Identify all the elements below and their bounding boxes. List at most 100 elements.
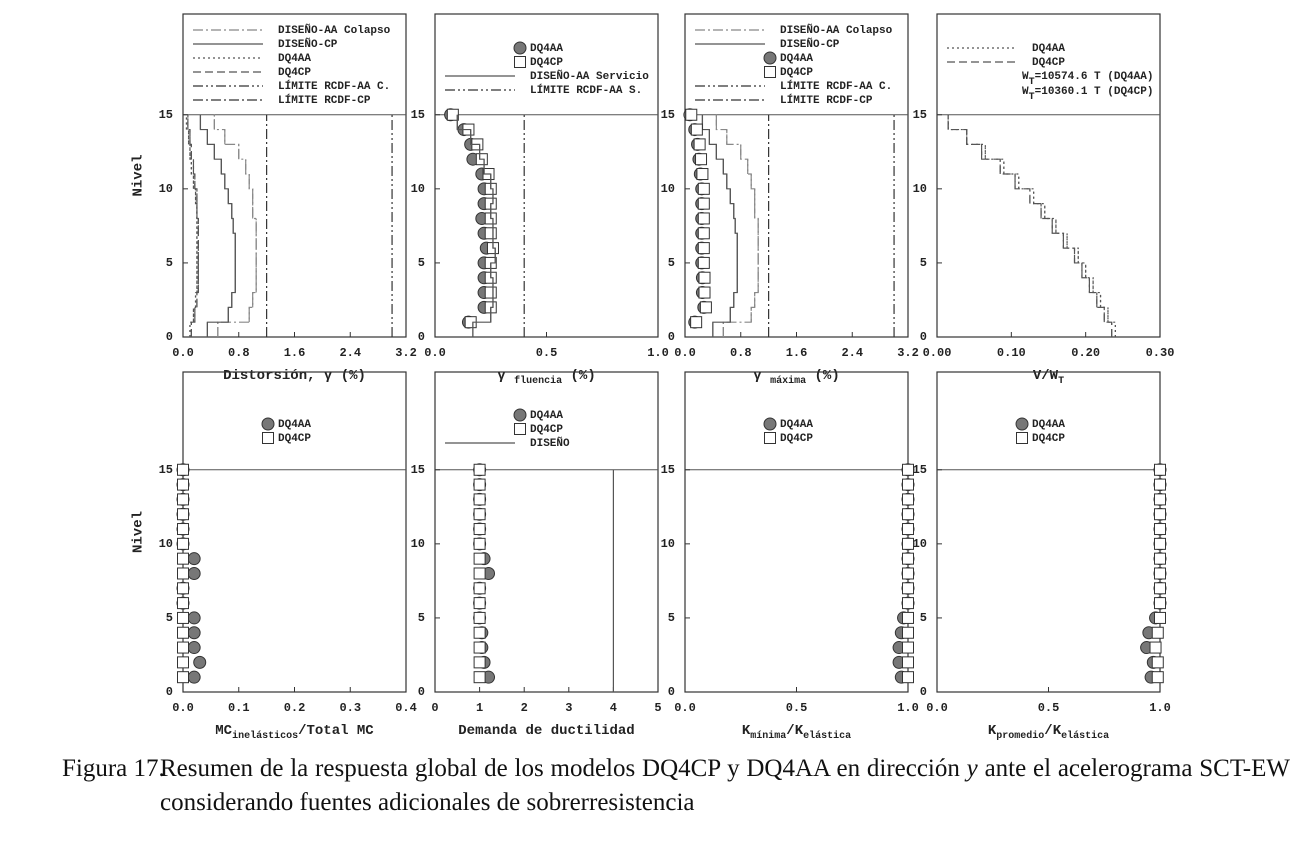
step-connector — [456, 114, 496, 337]
marker-circle — [513, 408, 527, 422]
x-tick-label: 3.2 — [395, 346, 417, 360]
marker-square — [1149, 641, 1162, 654]
y-tick-label: 5 — [166, 256, 173, 270]
marker-square — [177, 537, 189, 550]
marker-square — [1154, 508, 1166, 521]
marker-circle — [193, 655, 207, 669]
y-tick-label: 15 — [411, 463, 425, 477]
marker-square — [698, 271, 711, 284]
x-tick-label: 0.0 — [172, 701, 194, 715]
annotation: WT=10574.6 T (DQ4AA) — [1022, 71, 1153, 88]
step-connector — [185, 114, 198, 337]
annotation-part: =10360.1 T (DQ4CP) — [1035, 86, 1154, 98]
marker-square — [902, 537, 914, 550]
marker-square — [177, 552, 189, 565]
marker-square — [177, 671, 189, 684]
x-axis-label-part: /K — [786, 723, 803, 739]
legend-label: DISEÑO-AA Colapso — [780, 24, 893, 37]
legend-label: LÍMITE RCDF-AA C. — [780, 79, 892, 93]
marker-square — [473, 597, 486, 610]
x-tick-label: 0.2 — [284, 701, 306, 715]
y-tick-label: 15 — [661, 108, 675, 122]
legend-label: DISEÑO-CP — [780, 38, 840, 51]
x-tick-label: 0.0 — [424, 346, 446, 360]
marker-square — [690, 123, 703, 136]
y-tick-label: 10 — [661, 182, 675, 196]
marker-square — [473, 611, 486, 624]
y-tick-label: 0 — [920, 330, 927, 344]
marker-circle — [187, 611, 201, 625]
marker-square — [1016, 432, 1028, 444]
y-tick-label: 5 — [166, 611, 173, 625]
annotation-part: T — [1029, 77, 1035, 88]
marker-square — [177, 463, 189, 476]
marker-square — [1154, 478, 1166, 491]
marker-square — [697, 212, 710, 225]
y-tick-label: 15 — [913, 463, 927, 477]
x-axis-label: γ máxima (%) — [753, 368, 839, 387]
marker-square — [473, 478, 486, 491]
legend-label: DQ4AA — [530, 43, 563, 55]
x-tick-label: 0.30 — [1146, 346, 1175, 360]
step-connector — [187, 114, 199, 337]
y-tick-label: 5 — [920, 256, 927, 270]
legend-label: DQ4CP — [530, 57, 563, 69]
legend-label: DQ4AA — [1032, 419, 1065, 431]
marker-square — [473, 523, 486, 536]
marker-square — [473, 671, 486, 684]
y-tick-label: 10 — [411, 182, 425, 196]
x-tick-label: 0.5 — [786, 701, 808, 715]
annotation-part: =10574.6 T (DQ4AA) — [1035, 71, 1154, 83]
marker-circle — [513, 41, 527, 55]
x-tick-label: 0.20 — [1071, 346, 1100, 360]
x-tick-label: 2.4 — [339, 346, 361, 360]
marker-square — [902, 567, 914, 580]
y-axis-label: Nivel — [131, 511, 147, 553]
marker-square — [473, 641, 486, 654]
marker-square — [473, 626, 486, 639]
marker-square — [693, 138, 706, 151]
marker-circle — [261, 417, 275, 431]
y-axis-label: Nivel — [131, 154, 147, 196]
y-tick-label: 0 — [166, 330, 173, 344]
marker-square — [177, 626, 189, 639]
x-axis-label: Kmínima/Kelástica — [742, 723, 851, 742]
marker-square — [902, 493, 914, 506]
x-tick-label: 1.0 — [897, 701, 919, 715]
marker-square — [1154, 493, 1166, 506]
x-tick-label: 0.8 — [228, 346, 250, 360]
legend-label: DQ4CP — [1032, 57, 1065, 69]
x-axis-label-part: elástica — [803, 730, 851, 742]
marker-square — [698, 286, 711, 299]
marker-square — [177, 611, 189, 624]
x-axis-label-part: T — [1058, 376, 1064, 387]
x-tick-label: 2 — [521, 701, 528, 715]
y-tick-label: 10 — [913, 182, 927, 196]
y-tick-label: 0 — [668, 685, 675, 699]
x-axis-label-part: V/W — [1033, 368, 1059, 384]
y-tick-label: 15 — [913, 108, 927, 122]
marker-circle — [187, 670, 201, 684]
marker-square — [484, 227, 497, 240]
marker-square — [473, 567, 486, 580]
legend-label: DISEÑO — [530, 437, 570, 450]
x-axis-label-part: fluencia — [514, 375, 562, 387]
x-tick-label: 0.4 — [395, 701, 417, 715]
marker-square — [697, 227, 710, 240]
x-tick-label: 0.3 — [339, 701, 361, 715]
x-axis-label-part: γ — [753, 368, 770, 384]
x-tick-label: 1.6 — [284, 346, 306, 360]
annotation: WT=10360.1 T (DQ4CP) — [1022, 86, 1153, 103]
marker-square — [177, 493, 189, 506]
marker-square — [902, 656, 914, 669]
marker-square — [764, 432, 776, 444]
annotation-part: T — [1029, 92, 1035, 103]
marker-square — [902, 611, 914, 624]
marker-square — [473, 463, 486, 476]
legend-label: DQ4CP — [1032, 433, 1065, 445]
x-tick-label: 0.1 — [228, 701, 250, 715]
caption-part: ante el acelerograma SCT-EW considerando… — [160, 755, 1290, 816]
marker-square — [262, 432, 274, 444]
marker-square — [177, 656, 189, 669]
legend-label: LÍMITE RCDF-AA S. — [530, 83, 642, 97]
